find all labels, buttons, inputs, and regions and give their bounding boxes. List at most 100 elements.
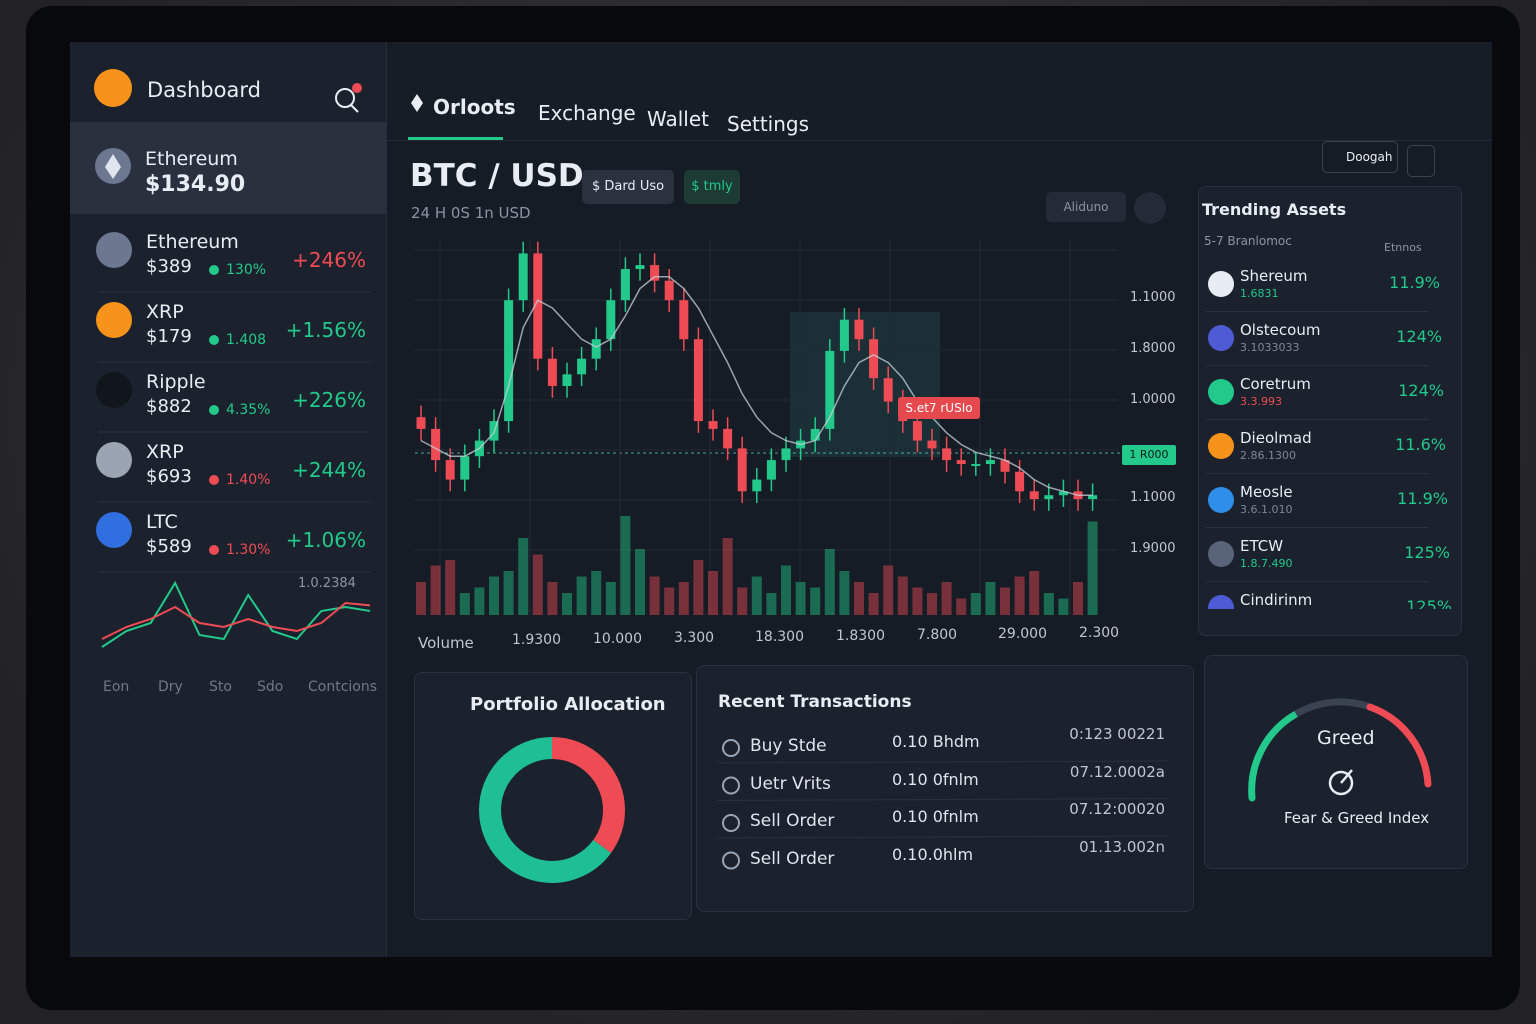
- y-axis-label: 1.1000: [1130, 290, 1176, 305]
- chart-annotation: S.et7 rUSIo: [898, 397, 980, 419]
- candle-body: [825, 350, 835, 429]
- transaction-divider: [717, 835, 1169, 839]
- nav-tab[interactable]: Settings: [727, 112, 810, 136]
- search-box-label: Doogah: [1346, 150, 1393, 164]
- volume-bar: [547, 582, 558, 615]
- volume-bar: [941, 582, 952, 615]
- candle-body: [869, 339, 879, 379]
- volume-bar: [503, 571, 514, 615]
- transaction-time: 07.12:00020: [1069, 800, 1165, 818]
- volume-bar: [927, 593, 937, 615]
- candle-body: [620, 269, 630, 301]
- notification-dot: [352, 83, 362, 93]
- asset-change: +226%: [292, 388, 366, 412]
- trending-sub: 1.8.7.490: [1240, 557, 1293, 570]
- mini-chart-x-label: Sdo: [257, 679, 284, 695]
- asset-volume: 130%: [226, 262, 267, 278]
- search-box[interactable]: [1322, 141, 1398, 173]
- active-tab-underline: [408, 137, 503, 140]
- x-axis-label: 3.300: [674, 630, 715, 646]
- mini-chart-line: [101, 601, 371, 640]
- x-axis-label: 18.300: [755, 629, 804, 645]
- volume-bar: [532, 554, 543, 615]
- y-axis-label: 1.8000: [1130, 341, 1176, 356]
- gauge-label: Greed: [1317, 727, 1375, 749]
- transaction-icon: [722, 851, 740, 870]
- asset-status-dot: [209, 545, 219, 555]
- asset-price: $389: [146, 256, 192, 277]
- trending-icon: [1208, 541, 1234, 567]
- gauge-greed-arc: [1366, 703, 1432, 788]
- volume-bar: [489, 576, 499, 615]
- volume-bar: [1029, 571, 1040, 615]
- asset-change: +244%: [292, 458, 366, 482]
- transaction-type: Sell Order: [750, 811, 835, 831]
- trending-sub: 2.86.1300: [1240, 449, 1296, 462]
- volume-bar: [1000, 587, 1010, 615]
- selected-asset-name: Ethereum: [145, 148, 238, 170]
- currency-chip[interactable]: $ Dard Uso: [582, 170, 674, 204]
- trending-icon: [1208, 325, 1234, 351]
- mini-chart-x-label: Contcions: [308, 679, 378, 695]
- candle-body: [416, 417, 426, 429]
- candle-body: [737, 448, 747, 492]
- top-nav: [387, 42, 1492, 141]
- candle-body: [883, 378, 893, 402]
- mini-chart-x-label: Dry: [158, 679, 183, 695]
- candle-body: [650, 265, 660, 281]
- menu-button[interactable]: [1407, 145, 1435, 177]
- volume-bar: [664, 587, 675, 615]
- nav-tab[interactable]: Wallet: [647, 107, 710, 131]
- trending-divider: [1206, 365, 1428, 366]
- candle-body: [679, 300, 689, 340]
- candle-body: [1088, 495, 1098, 500]
- volume-bar: [416, 582, 426, 615]
- currency-chip[interactable]: $ tmly: [684, 170, 740, 204]
- trending-name: ETCW: [1240, 537, 1284, 555]
- volume-bar: [445, 560, 456, 615]
- nav-tab[interactable]: Exchange: [538, 101, 636, 125]
- asset-status-dot: [209, 405, 219, 415]
- volume-bar: [956, 598, 967, 615]
- asset-icon: [96, 372, 132, 408]
- transaction-amount: 0.10 0fnlm: [892, 807, 979, 826]
- volume-bar: [474, 587, 485, 615]
- transaction-amount: 0.10 0fnlm: [892, 769, 979, 789]
- search-icon[interactable]: [335, 88, 355, 108]
- trending-icon: [1208, 379, 1234, 405]
- volume-bar: [868, 593, 879, 615]
- y-axis-label: 1.0000: [1130, 392, 1176, 407]
- asset-price: $589: [146, 536, 192, 557]
- gauge-title: Fear & Greed Index: [1284, 809, 1430, 827]
- bell-button[interactable]: [1134, 192, 1166, 224]
- nav-tab[interactable]: Orloots: [433, 95, 516, 119]
- trending-name: Meosle: [1240, 483, 1293, 501]
- asset-change: +246%: [292, 248, 366, 272]
- trending-name: Olstecoum: [1240, 321, 1321, 339]
- trending-divider: [1206, 473, 1428, 474]
- trending-name: Cindirinm: [1240, 591, 1313, 609]
- trending-sub: 3.1033033: [1240, 341, 1300, 354]
- candle-body: [635, 265, 645, 269]
- x-axis-label: 1.8300: [836, 628, 885, 644]
- candle-body: [547, 358, 557, 386]
- trending-icon: [1208, 271, 1234, 297]
- candle-body: [985, 460, 995, 464]
- trending-icon: [1208, 595, 1234, 609]
- trending-divider: [1206, 311, 1428, 312]
- volume-bar: [678, 582, 689, 615]
- trending-name: Shereum: [1240, 267, 1308, 285]
- candle-body: [810, 428, 820, 441]
- asset-volume: 4.35%: [226, 402, 271, 418]
- chart-button[interactable]: Aliduno: [1046, 192, 1126, 222]
- asset-name: Ethereum: [146, 231, 239, 253]
- asset-status-dot: [209, 335, 219, 345]
- volume-bar: [985, 582, 996, 615]
- allocation-segment: [479, 737, 625, 883]
- candle-body: [912, 421, 922, 441]
- transaction-type: Sell Order: [750, 848, 835, 869]
- x-axis-label: 29.000: [998, 626, 1047, 642]
- volume-bar: [576, 576, 587, 615]
- trending-icon: [1208, 487, 1234, 513]
